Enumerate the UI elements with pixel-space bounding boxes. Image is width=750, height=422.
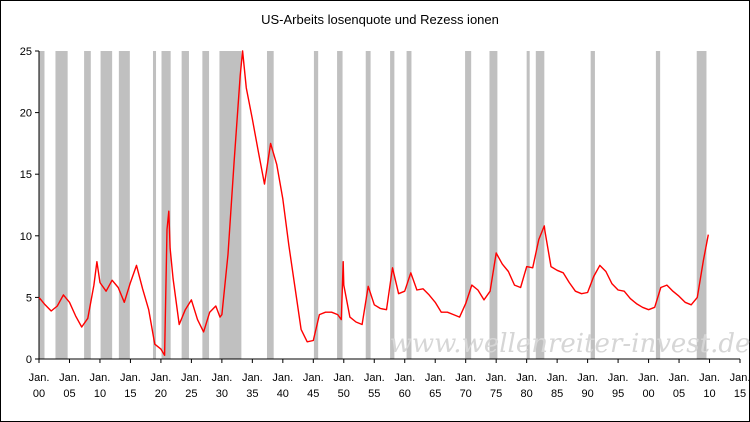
unemployment-line-0 bbox=[38, 50, 709, 356]
recession-band-5 bbox=[152, 51, 157, 359]
x-tick-label-bottom: 05 bbox=[63, 388, 75, 400]
y-tick-label: 15 bbox=[20, 169, 32, 181]
recession-band-17 bbox=[489, 51, 498, 359]
x-tick-label-top: Jan. bbox=[242, 372, 263, 384]
x-tick-label-top: Jan. bbox=[608, 372, 629, 384]
x-tick-label-bottom: 30 bbox=[216, 388, 228, 400]
x-tick-label-top: Jan. bbox=[394, 372, 415, 384]
x-tick-label-top: Jan. bbox=[90, 372, 111, 384]
x-tick-label-bottom: 50 bbox=[338, 388, 350, 400]
recession-band-3 bbox=[100, 51, 113, 359]
recession-band-11 bbox=[313, 51, 319, 359]
x-tick-label-top: Jan. bbox=[455, 372, 476, 384]
x-tick-label-bottom: 20 bbox=[155, 388, 167, 400]
x-tick-label-bottom: 80 bbox=[521, 388, 533, 400]
recession-band-2 bbox=[84, 51, 91, 359]
x-tick-label-top: Jan. bbox=[59, 372, 80, 384]
recession-band-6 bbox=[161, 51, 171, 359]
x-tick-label-top: Jan. bbox=[547, 372, 568, 384]
x-tick-label-top: Jan. bbox=[730, 372, 750, 384]
x-tick-label-bottom: 75 bbox=[490, 388, 502, 400]
x-tick-label-bottom: 55 bbox=[368, 388, 380, 400]
x-tick-label-bottom: 00 bbox=[33, 388, 45, 400]
x-tick-label-bottom: 15 bbox=[734, 388, 746, 400]
x-tick-label-bottom: 10 bbox=[94, 388, 106, 400]
x-tick-label-top: Jan. bbox=[425, 372, 446, 384]
x-tick-label-bottom: 60 bbox=[399, 388, 411, 400]
recession-band-21 bbox=[655, 51, 661, 359]
y-tick-label: 25 bbox=[20, 46, 32, 58]
x-tick-label-top: Jan. bbox=[333, 372, 354, 384]
x-tick-label-top: Jan. bbox=[151, 372, 172, 384]
line-series bbox=[38, 50, 709, 356]
x-tick-label-bottom: 90 bbox=[581, 388, 593, 400]
recession-band-22 bbox=[696, 51, 707, 359]
tick-labels: 0510152025Jan.00Jan.05Jan.10Jan.15Jan.20… bbox=[20, 46, 750, 400]
x-tick-label-bottom: 00 bbox=[642, 388, 654, 400]
x-tick-label-bottom: 45 bbox=[307, 388, 319, 400]
x-tick-label-top: Jan. bbox=[181, 372, 202, 384]
x-tick-label-top: Jan. bbox=[364, 372, 385, 384]
y-tick-label: 20 bbox=[20, 108, 32, 120]
x-tick-label-top: Jan. bbox=[638, 372, 659, 384]
y-tick-label: 5 bbox=[26, 292, 32, 304]
x-tick-label-bottom: 85 bbox=[551, 388, 563, 400]
x-tick-label-top: Jan. bbox=[272, 372, 293, 384]
x-tick-label-bottom: 70 bbox=[460, 388, 472, 400]
x-tick-label-top: Jan. bbox=[699, 372, 720, 384]
x-tick-label-bottom: 15 bbox=[124, 388, 136, 400]
recession-band-20 bbox=[590, 51, 595, 359]
recession-band-7 bbox=[181, 51, 189, 359]
x-tick-label-top: Jan. bbox=[669, 372, 690, 384]
recession-band-16 bbox=[465, 51, 472, 359]
chart-title: US-Arbeits losenquote und Rezess ionen bbox=[261, 12, 499, 27]
x-tick-label-bottom: 40 bbox=[277, 388, 289, 400]
recession-band-13 bbox=[365, 51, 371, 359]
recession-band-12 bbox=[337, 51, 343, 359]
recession-bands bbox=[39, 51, 707, 359]
watermark: www.wellenreiter-invest.de bbox=[390, 329, 750, 359]
x-tick-label-bottom: 95 bbox=[612, 388, 624, 400]
x-tick-label-top: Jan. bbox=[29, 372, 50, 384]
recession-band-8 bbox=[202, 51, 210, 359]
x-tick-label-bottom: 05 bbox=[673, 388, 685, 400]
recession-band-0 bbox=[39, 51, 45, 359]
x-tick-label-top: Jan. bbox=[303, 372, 324, 384]
x-tick-label-top: Jan. bbox=[577, 372, 598, 384]
y-tick-label: 0 bbox=[26, 354, 32, 366]
recession-band-19 bbox=[535, 51, 545, 359]
x-tick-label-bottom: 65 bbox=[429, 388, 441, 400]
y-tick-label: 10 bbox=[20, 231, 32, 243]
recession-band-14 bbox=[390, 51, 395, 359]
recession-band-1 bbox=[55, 51, 68, 359]
x-tick-label-bottom: 35 bbox=[246, 388, 258, 400]
x-tick-label-top: Jan. bbox=[486, 372, 507, 384]
recession-band-4 bbox=[118, 51, 130, 359]
x-tick-label-bottom: 25 bbox=[185, 388, 197, 400]
axes bbox=[35, 50, 741, 363]
x-tick-label-top: Jan. bbox=[211, 372, 232, 384]
x-tick-label-top: Jan. bbox=[516, 372, 537, 384]
x-tick-label-top: Jan. bbox=[120, 372, 141, 384]
recession-band-18 bbox=[526, 51, 530, 359]
recession-band-10 bbox=[266, 51, 274, 359]
x-tick-label-bottom: 10 bbox=[703, 388, 715, 400]
recession-band-15 bbox=[406, 51, 412, 359]
